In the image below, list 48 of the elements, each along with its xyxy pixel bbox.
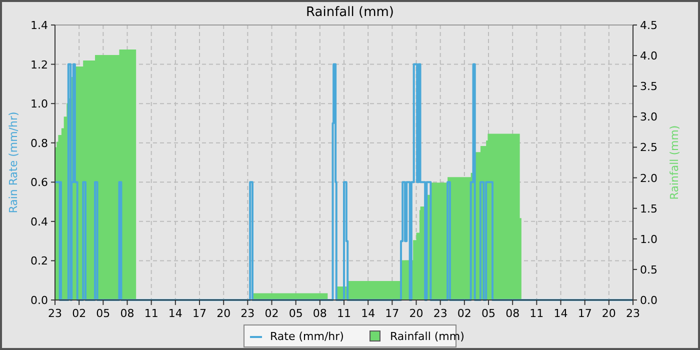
x-tick-label: 05 — [288, 307, 303, 320]
y-tick-label: 0.6 — [30, 176, 48, 190]
y-tick-label: 0.0 — [30, 294, 48, 307]
legend-label: Rate (mm/hr) — [270, 330, 344, 343]
x-tick-label: 23 — [240, 307, 255, 320]
y2-tick-label: 0.5 — [640, 263, 658, 276]
x-tick-label: 17 — [578, 307, 592, 320]
x-tick-label: 20 — [216, 307, 231, 320]
y2-tick-label: 2.5 — [640, 141, 658, 154]
y2-tick-label: 3.0 — [640, 110, 658, 124]
x-tick-label: 08 — [506, 307, 520, 320]
x-tick-label: 23 — [626, 307, 640, 320]
y2-tick-label: 3.5 — [640, 80, 658, 94]
x-tick-label: 02 — [264, 307, 279, 320]
y2-axis-title: Rainfall (mm) — [668, 125, 681, 200]
y-tick-label: 0.8 — [30, 136, 48, 150]
x-tick-label: 23 — [48, 307, 62, 320]
x-tick-label: 08 — [120, 307, 134, 320]
y2-tick-label: 0.0 — [640, 294, 658, 307]
x-tick-label: 20 — [602, 307, 616, 320]
y-tick-label: 1.4 — [30, 19, 48, 32]
x-tick-label: 14 — [554, 307, 568, 320]
x-tick-label: 17 — [385, 307, 400, 320]
y2-tick-label: 4.5 — [640, 19, 658, 32]
y-tick-label: 0.4 — [30, 215, 48, 228]
x-tick-label: 11 — [337, 307, 351, 320]
x-tick-label: 05 — [482, 307, 496, 320]
y2-tick-label: 1.5 — [640, 202, 658, 216]
y-tick-label: 1.0 — [30, 98, 48, 111]
x-tick-label: 20 — [409, 307, 424, 320]
y-axis-title: Rain Rate (mm/hr) — [7, 112, 20, 214]
x-tick-label: 23 — [433, 307, 448, 320]
x-tick-label: 14 — [168, 307, 182, 320]
y2-tick-label: 1.0 — [640, 232, 658, 246]
x-tick-label: 05 — [96, 307, 110, 320]
x-tick-label: 08 — [312, 307, 327, 320]
x-tick-label: 11 — [530, 307, 544, 320]
legend-label: Rainfall (mm) — [390, 330, 464, 343]
x-tick-label: 02 — [72, 307, 86, 320]
y-tick-label: 0.2 — [30, 254, 48, 268]
x-tick-label: 14 — [361, 307, 376, 320]
y2-tick-label: 2.0 — [640, 172, 658, 185]
x-tick-label: 02 — [457, 307, 472, 320]
chart-title: Rainfall (mm) — [306, 5, 394, 20]
y2-tick-label: 4.0 — [640, 50, 658, 63]
y-tick-label: 1.2 — [30, 58, 48, 72]
x-tick-label: 17 — [192, 307, 206, 320]
x-tick-label: 11 — [144, 307, 158, 320]
